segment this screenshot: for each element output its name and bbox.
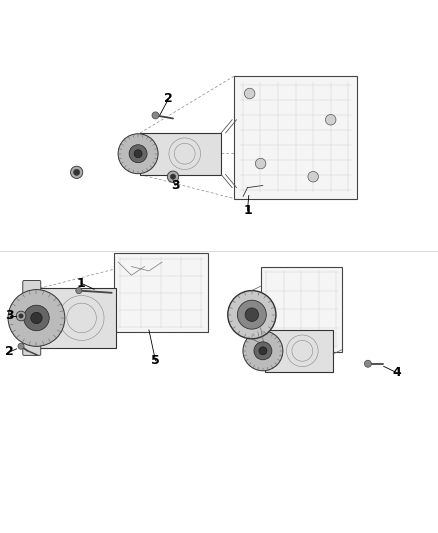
Circle shape: [245, 308, 258, 321]
Text: 1: 1: [243, 204, 252, 217]
Bar: [39, 288, 116, 348]
Circle shape: [76, 287, 82, 294]
Circle shape: [170, 174, 176, 179]
Circle shape: [237, 300, 266, 329]
Bar: [265, 330, 333, 372]
Circle shape: [244, 88, 255, 99]
Circle shape: [243, 331, 283, 371]
Circle shape: [325, 115, 336, 125]
Text: 4: 4: [392, 366, 401, 379]
Circle shape: [71, 166, 83, 179]
Circle shape: [228, 290, 276, 339]
Circle shape: [152, 112, 159, 119]
Circle shape: [118, 134, 158, 174]
Circle shape: [129, 145, 147, 163]
Bar: [140, 133, 221, 174]
Text: 2: 2: [164, 92, 173, 105]
Circle shape: [308, 172, 318, 182]
Bar: [261, 266, 342, 352]
Circle shape: [74, 169, 80, 175]
Circle shape: [31, 312, 42, 324]
Circle shape: [134, 150, 142, 158]
Circle shape: [167, 171, 179, 182]
Circle shape: [18, 343, 24, 349]
Circle shape: [255, 158, 266, 169]
Text: 3: 3: [171, 179, 180, 192]
Text: 5: 5: [151, 354, 160, 367]
Text: 2: 2: [5, 345, 14, 358]
Circle shape: [259, 347, 267, 355]
Text: 1: 1: [77, 277, 85, 289]
Circle shape: [16, 311, 26, 321]
Circle shape: [254, 342, 272, 360]
Circle shape: [8, 289, 65, 346]
Bar: [234, 76, 357, 199]
Bar: [114, 253, 208, 332]
Circle shape: [19, 314, 23, 318]
Circle shape: [364, 360, 371, 367]
FancyBboxPatch shape: [23, 280, 41, 356]
Text: 3: 3: [5, 310, 14, 322]
Circle shape: [24, 305, 49, 331]
